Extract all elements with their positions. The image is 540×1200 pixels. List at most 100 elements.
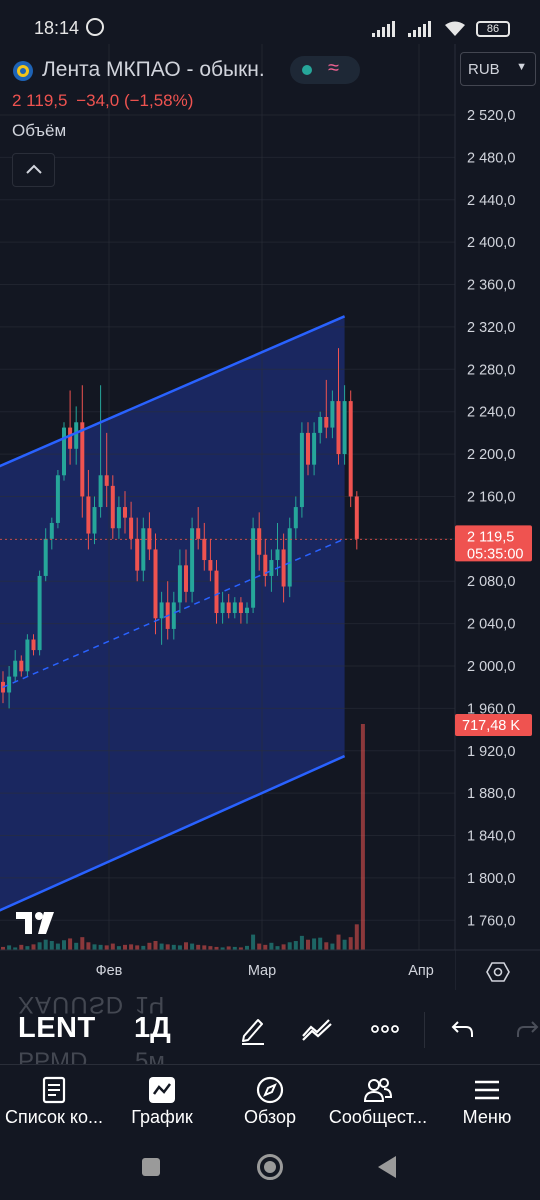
volume-bar — [318, 937, 323, 950]
nav-explore[interactable]: Обзор — [216, 1065, 324, 1135]
nav-label-watchlist: Список ко... — [5, 1107, 103, 1127]
volume-bar — [245, 945, 249, 950]
volume-bar — [220, 947, 225, 950]
price-chart[interactable]: 2 520,0 2 480,0 2 440,0 2 400,0 2 360,0 2 320… — [0, 44, 540, 990]
nav-watchlist[interactable]: Список ко... — [0, 1065, 108, 1135]
time-axis-panel[interactable] — [0, 950, 455, 990]
nav-label-explore: Обзор — [244, 1107, 296, 1127]
volume-bar — [275, 946, 280, 950]
community-icon — [363, 1078, 393, 1102]
volume-indicator-label[interactable]: Объём — [12, 121, 67, 140]
tradingview-logo-icon — [16, 912, 54, 934]
volume-bar — [348, 937, 353, 950]
interval-picker-next[interactable]: 5м — [135, 1048, 165, 1064]
candle-body — [110, 485, 115, 529]
volume-bar — [306, 939, 310, 950]
candle-body — [92, 507, 97, 534]
volume-bar — [208, 946, 213, 950]
market-status-pill[interactable]: ≈ — [290, 56, 360, 84]
candle-body — [98, 475, 103, 508]
bar-countdown-label: 05:35:00 — [467, 546, 523, 562]
nav-chart[interactable]: График — [108, 1065, 216, 1135]
symbol-picker-next[interactable]: PPMD — [18, 1048, 88, 1064]
volume-bar — [293, 941, 298, 950]
price-axis-label: 2 080,0 — [467, 574, 515, 590]
recent-apps-icon[interactable] — [142, 1158, 160, 1176]
candle-body — [153, 549, 158, 619]
drawing-pen-icon[interactable] — [236, 1012, 270, 1046]
volume-bar — [116, 946, 121, 950]
channel-middle-line[interactable] — [0, 538, 345, 714]
candle-body — [129, 517, 134, 539]
candle-body — [330, 401, 335, 428]
system-navigation-bar — [0, 1134, 540, 1200]
candle-body — [208, 560, 213, 571]
candle-body — [74, 422, 79, 449]
volume-bar — [202, 945, 207, 950]
alarm-icon — [86, 18, 104, 36]
volume-bar — [336, 934, 341, 950]
collapse-legend-button[interactable] — [12, 153, 55, 187]
volume-bar — [80, 937, 85, 950]
volume-bar — [299, 935, 304, 950]
candle-body — [293, 507, 298, 529]
price-axis-label: 1 800,0 — [467, 871, 515, 887]
candle-body — [281, 549, 286, 587]
volume-bar — [257, 943, 262, 950]
candle-body — [306, 432, 310, 465]
candle-body — [275, 549, 280, 561]
market-open-dot-icon — [302, 65, 312, 75]
back-icon[interactable] — [378, 1156, 396, 1178]
candle-body — [214, 570, 219, 614]
volume-bar — [19, 944, 24, 950]
volume-bar — [165, 944, 170, 950]
status-indicators: 86 — [372, 19, 510, 39]
last-price-tag — [455, 525, 532, 562]
volume-bar — [330, 943, 335, 950]
volume-bar — [232, 946, 237, 950]
candle-body — [19, 660, 24, 672]
candle-body — [31, 639, 36, 651]
candle-body — [80, 422, 85, 497]
candle-body — [232, 602, 237, 614]
currency-select[interactable]: RUB ▼ — [460, 52, 536, 86]
nav-community[interactable]: Сообщест... — [322, 1065, 434, 1135]
candle-body — [13, 660, 18, 677]
chart-area[interactable]: 2 520,0 2 480,0 2 440,0 2 400,0 2 360,0 2 320… — [0, 44, 540, 990]
price-axis-panel[interactable] — [455, 44, 540, 950]
interval-picker[interactable]: 1Д — [134, 1012, 171, 1044]
candle-body — [318, 416, 323, 433]
price-axis-label: 2 040,0 — [467, 617, 515, 633]
volume-bar — [147, 942, 152, 950]
candle-body — [25, 639, 30, 672]
wifi-icon — [445, 21, 465, 36]
candle-body — [257, 528, 262, 555]
candle-body — [263, 554, 268, 576]
currency-value: RUB — [468, 61, 500, 78]
candle-body — [123, 507, 127, 518]
price-axis-label: 2 280,0 — [467, 362, 515, 378]
volume-bar — [86, 942, 91, 950]
volume-bar — [123, 944, 127, 950]
candle-body — [141, 528, 146, 571]
volume-bar — [238, 947, 243, 950]
volume-bar — [110, 943, 115, 950]
volume-bar — [324, 942, 329, 950]
candle-body — [269, 560, 274, 576]
home-icon[interactable] — [257, 1154, 283, 1180]
indicators-icon[interactable] — [300, 1012, 334, 1046]
undo-icon[interactable] — [446, 1012, 480, 1046]
redo-icon[interactable] — [510, 1012, 540, 1046]
time-axis-label: Апр — [408, 963, 434, 979]
channel-lower-line[interactable] — [0, 754, 346, 936]
more-options-icon[interactable] — [368, 1012, 402, 1046]
signal-icon-2 — [408, 21, 431, 37]
candle-body — [324, 416, 329, 428]
channel-upper-line[interactable] — [0, 315, 346, 491]
last-price: 2 119,5 — [12, 91, 68, 110]
candle-body — [220, 602, 225, 614]
nav-menu[interactable]: Меню — [434, 1065, 540, 1135]
volume-bar — [104, 945, 109, 950]
chart-settings-icon[interactable] — [486, 960, 510, 984]
symbol-picker[interactable]: LENT — [18, 1012, 96, 1044]
